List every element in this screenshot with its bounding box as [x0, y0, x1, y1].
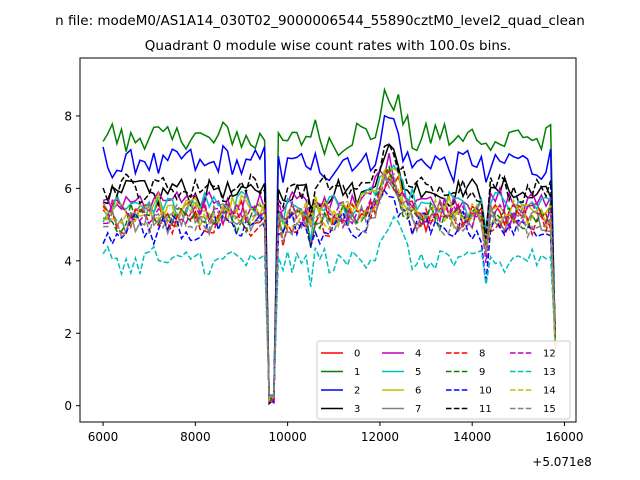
legend-box — [316, 340, 571, 420]
x-tick-label: 10000 — [269, 430, 307, 444]
x-offset-label: +5.071e8 — [532, 455, 591, 469]
x-tick-label: 16000 — [545, 430, 583, 444]
legend-label-5: 5 — [415, 367, 421, 378]
legend-label-8: 8 — [479, 349, 485, 360]
legend-label-12: 12 — [543, 349, 556, 360]
series-line-1 — [102, 86, 556, 404]
legend-label-0: 0 — [354, 349, 360, 360]
legend-label-11: 11 — [479, 404, 492, 415]
series-line-2 — [102, 114, 556, 406]
x-axis: 6000 8000 10000 12000 14000 16000 — [88, 422, 584, 444]
legend-label-1: 1 — [354, 367, 360, 378]
series-line-10 — [102, 189, 556, 404]
y-tick-label: 2 — [64, 327, 72, 341]
legend-label-4: 4 — [415, 349, 421, 360]
series-line-11 — [102, 142, 556, 400]
legend-label-2: 2 — [354, 386, 360, 397]
figure-suptitle: n file: modeM0/AS1A14_030T02_9000006544_… — [55, 13, 585, 29]
series-line-7 — [102, 172, 556, 400]
x-tick-label: 14000 — [453, 430, 491, 444]
x-tick-label: 8000 — [180, 430, 211, 444]
x-tick-label: 6000 — [88, 430, 119, 444]
legend-label-13: 13 — [543, 367, 556, 378]
series-line-9 — [102, 164, 556, 402]
series-line-3 — [102, 142, 556, 406]
legend-label-14: 14 — [543, 386, 556, 397]
legend-label-6: 6 — [415, 386, 421, 397]
legend-label-3: 3 — [354, 404, 360, 415]
series-line-6 — [102, 167, 556, 405]
y-tick-label: 4 — [64, 254, 72, 268]
y-tick-label: 0 — [64, 399, 72, 413]
y-tick-label: 6 — [64, 182, 72, 196]
series-line-14 — [103, 170, 556, 402]
series-line-13 — [102, 215, 556, 397]
y-tick-label: 8 — [64, 109, 72, 123]
chart-title: Quadrant 0 module wise count rates with … — [145, 38, 511, 54]
series-line-8 — [102, 168, 556, 402]
x-tick-label: 12000 — [361, 430, 399, 444]
legend-label-15: 15 — [543, 404, 556, 415]
legend-label-7: 7 — [415, 404, 421, 415]
legend-label-9: 9 — [479, 367, 485, 378]
legend-label-10: 10 — [479, 386, 492, 397]
series-layer — [102, 86, 556, 406]
y-axis: 0 2 4 6 8 — [64, 109, 80, 413]
plot-frame — [79, 57, 577, 423]
series-line-15 — [103, 172, 556, 397]
